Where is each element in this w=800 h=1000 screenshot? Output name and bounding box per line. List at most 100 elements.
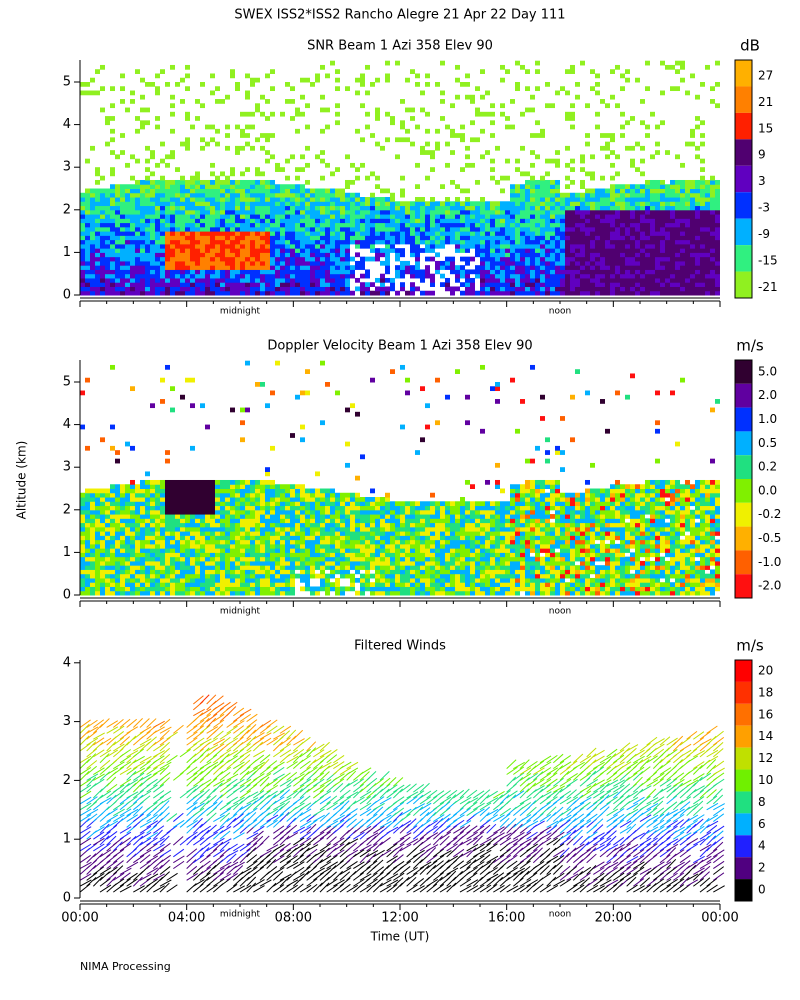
field-cell xyxy=(640,290,645,296)
field-cell xyxy=(230,260,235,266)
field-cell xyxy=(330,282,335,287)
field-cell xyxy=(285,218,290,224)
field-cell xyxy=(100,197,105,202)
field-cell xyxy=(130,565,135,570)
field-cell xyxy=(105,231,110,236)
field-cell xyxy=(555,218,560,224)
field-cell xyxy=(140,282,145,287)
field-cell xyxy=(100,226,105,232)
field-cell xyxy=(280,509,285,515)
field-cell xyxy=(420,222,425,228)
field-cell xyxy=(365,124,370,130)
field-cell xyxy=(660,235,665,241)
field-cell xyxy=(265,226,270,232)
field-cell xyxy=(360,103,365,109)
field-cell xyxy=(670,252,675,258)
field-cell xyxy=(565,277,570,283)
field-cell xyxy=(190,556,195,562)
field-cell xyxy=(665,269,670,275)
field-cell xyxy=(140,260,145,266)
field-cell xyxy=(85,201,90,207)
field-cell xyxy=(260,192,265,198)
field-cell xyxy=(600,248,605,253)
field-cell xyxy=(610,248,615,253)
field-cell xyxy=(580,218,585,224)
field-cell xyxy=(285,286,290,292)
field-cell xyxy=(210,269,215,275)
field-cell xyxy=(475,201,480,207)
field-cell xyxy=(680,286,685,292)
field-cell xyxy=(235,150,240,155)
field-cell xyxy=(165,209,170,215)
field-cell xyxy=(535,273,540,279)
field-cell xyxy=(225,522,230,528)
field-cell xyxy=(170,128,175,134)
field-cell xyxy=(80,90,85,96)
field-cell xyxy=(500,188,505,194)
field-cell xyxy=(345,277,350,283)
field-cell xyxy=(135,222,140,228)
field-cell xyxy=(175,526,180,532)
field-cell xyxy=(305,526,310,532)
field-cell xyxy=(425,269,430,275)
field-cell xyxy=(520,201,525,207)
field-cell xyxy=(460,205,465,211)
field-cell xyxy=(195,290,200,296)
field-cell xyxy=(360,286,365,292)
field-cell xyxy=(685,243,690,249)
field-cell xyxy=(500,205,505,211)
field-cell xyxy=(670,179,675,185)
field-cell xyxy=(120,226,125,232)
field-cell xyxy=(235,248,240,253)
field-cell xyxy=(705,265,710,270)
field-cell xyxy=(515,158,520,164)
field-cell xyxy=(260,218,265,224)
field-cell xyxy=(595,248,600,253)
field-cell xyxy=(675,188,680,194)
field-cell xyxy=(265,243,270,249)
field-cell xyxy=(95,260,100,266)
field-cell xyxy=(570,167,575,172)
field-cell xyxy=(600,188,605,194)
field-cell xyxy=(215,548,220,553)
field-cell xyxy=(130,243,135,249)
field-cell xyxy=(630,252,635,258)
field-cell xyxy=(225,256,230,262)
field-cell xyxy=(550,265,555,270)
field-cell xyxy=(575,269,580,275)
field-cell xyxy=(85,514,90,519)
field-cell xyxy=(390,116,395,121)
field-cell xyxy=(240,488,245,494)
field-cell xyxy=(525,107,530,113)
field-cell xyxy=(190,282,195,287)
field-cell xyxy=(305,577,310,583)
field-cell xyxy=(315,282,320,287)
field-cell xyxy=(295,214,300,219)
field-cell xyxy=(375,248,380,253)
field-cell xyxy=(120,518,125,524)
field-cell xyxy=(245,94,250,100)
field-cell xyxy=(335,290,340,296)
field-cell xyxy=(195,560,200,566)
field-cell xyxy=(650,201,655,207)
field-cell xyxy=(100,260,105,266)
field-cell xyxy=(90,492,95,498)
field-cell xyxy=(85,377,90,383)
field-cell xyxy=(310,569,315,575)
field-cell xyxy=(645,256,650,262)
field-cell xyxy=(185,205,190,211)
field-cell xyxy=(150,514,155,519)
field-cell xyxy=(520,277,525,283)
field-cell xyxy=(80,522,85,528)
field-cell xyxy=(110,137,115,143)
field-cell xyxy=(690,197,695,202)
field-cell xyxy=(125,277,130,283)
field-cell xyxy=(90,286,95,292)
field-cell xyxy=(705,252,710,258)
field-cell xyxy=(275,162,280,168)
field-cell xyxy=(480,231,485,236)
field-cell xyxy=(685,141,690,147)
field-cell xyxy=(375,184,380,189)
field-cell xyxy=(100,192,105,198)
field-cell xyxy=(620,133,625,138)
